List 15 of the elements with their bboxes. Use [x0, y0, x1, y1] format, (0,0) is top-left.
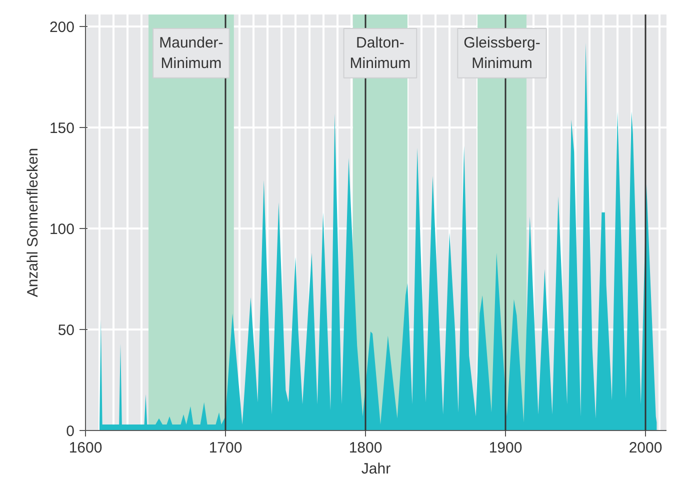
- y-axis-title: Anzahl Sonnenflecken: [24, 148, 42, 298]
- x-tick-label: 1600: [68, 440, 102, 456]
- band-label: Maunder- Minimum: [159, 34, 224, 72]
- x-tick-label: 1800: [348, 440, 382, 456]
- band-label: Gleissberg- Minimum: [464, 34, 540, 72]
- x-tick-label: 2000: [628, 440, 662, 456]
- y-tick-label: 50: [58, 322, 75, 340]
- y-tick-label: 100: [49, 221, 75, 238]
- y-tick-label: 0: [66, 423, 74, 440]
- x-axis-title: Jahr: [361, 460, 391, 478]
- y-tick-label: 150: [49, 120, 75, 138]
- y-tick-label: 200: [49, 19, 75, 36]
- x-tick-label: 1700: [208, 440, 242, 456]
- x-tick-label: 1900: [488, 440, 522, 456]
- band-label: Dalton- Minimum: [350, 34, 411, 72]
